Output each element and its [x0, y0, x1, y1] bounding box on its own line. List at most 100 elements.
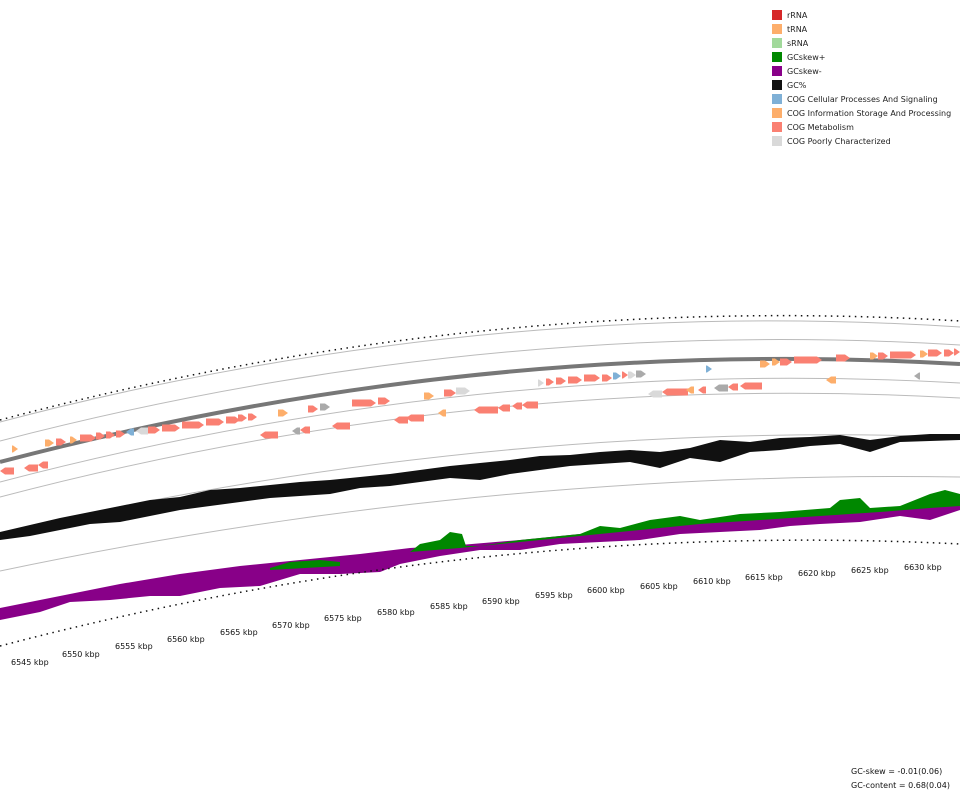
gene-feature: [308, 405, 318, 413]
scale-label: 6580 kbp: [377, 608, 415, 617]
gene-feature: [836, 354, 850, 362]
gene-feature: [116, 430, 125, 438]
gene-feature: [686, 386, 694, 394]
gene-feature: [332, 422, 350, 430]
gc-skew-positive: [410, 490, 960, 552]
scale-label: 6620 kbp: [798, 569, 836, 578]
legend-swatch: [772, 38, 782, 48]
gene-feature: [794, 356, 822, 364]
legend-item: tRNA: [772, 22, 951, 36]
legend-label: GC%: [787, 80, 807, 90]
gene-feature: [0, 467, 14, 475]
gene-feature: [474, 406, 498, 414]
legend-item: COG Poorly Characterized: [772, 134, 951, 148]
legend-swatch: [772, 94, 782, 104]
gene-feature: [260, 431, 278, 439]
scale-label: 6615 kbp: [745, 573, 783, 582]
gene-feature: [378, 397, 390, 405]
gene-feature: [456, 387, 470, 395]
gc-skew-stat: GC-skew = -0.01(0.06): [851, 767, 943, 776]
legend-swatch: [772, 24, 782, 34]
gene-feature: [24, 464, 38, 472]
gc-skew-negative: [0, 504, 960, 620]
gene-feature: [406, 414, 424, 422]
gene-feature: [45, 439, 54, 447]
gene-feature: [438, 409, 446, 417]
legend-swatch: [772, 66, 782, 76]
legend-item: sRNA: [772, 36, 951, 50]
legend-swatch: [772, 136, 782, 146]
gene-feature: [80, 434, 96, 442]
legend-item: rRNA: [772, 8, 951, 22]
gene-feature: [662, 388, 688, 396]
ring-line-outer: [0, 320, 960, 423]
gene-feature: [182, 421, 204, 429]
gene-feature: [424, 392, 434, 400]
legend-swatch: [772, 108, 782, 118]
scale-label: 6605 kbp: [640, 582, 678, 591]
cog-feature-track: [0, 348, 960, 475]
gene-feature: [56, 438, 66, 446]
gene-feature: [584, 374, 600, 382]
gene-feature: [628, 371, 636, 379]
gc-content-stat: GC-content = 0.68(0.04): [851, 781, 950, 790]
gene-feature: [226, 416, 240, 424]
scale-label: 6590 kbp: [482, 597, 520, 606]
gene-feature: [96, 432, 105, 440]
legend-item: COG Cellular Processes And Signaling: [772, 92, 951, 106]
legend-item: GCskew-: [772, 64, 951, 78]
gene-feature: [292, 427, 300, 435]
ring-line-skew-top: [0, 476, 960, 572]
scale-label: 6585 kbp: [430, 602, 468, 611]
gene-feature: [556, 377, 566, 385]
gc-content-profile: [0, 434, 960, 540]
gene-feature: [136, 427, 148, 435]
legend-label: COG Metabolism: [787, 122, 854, 132]
gene-feature: [780, 358, 792, 366]
gene-feature: [602, 374, 612, 382]
legend-item: GCskew+: [772, 50, 951, 64]
gene-feature: [944, 349, 954, 357]
ring-line-reverse: [0, 377, 960, 483]
scale-label: 6550 kbp: [62, 650, 100, 659]
gene-feature: [826, 376, 836, 384]
legend: rRNA tRNA sRNA GCskew+ GCskew- GC% COG Cellula…: [772, 8, 951, 148]
gene-feature: [248, 413, 257, 421]
gene-feature: [698, 386, 706, 394]
scale-label: 6545 kbp: [11, 658, 49, 667]
gene-feature: [636, 370, 646, 378]
scale-label: 6575 kbp: [324, 614, 362, 623]
legend-label: sRNA: [787, 38, 809, 48]
gene-feature: [238, 414, 247, 422]
legend-label: tRNA: [787, 24, 808, 34]
legend-label: COG Information Storage And Processing: [787, 108, 952, 118]
gene-feature: [914, 372, 920, 380]
gene-feature: [546, 378, 554, 386]
legend-item: COG Metabolism: [772, 120, 951, 134]
gene-feature: [352, 399, 376, 407]
gene-feature: [522, 401, 538, 409]
scale-label: 6600 kbp: [587, 586, 625, 595]
gene-feature: [70, 436, 77, 444]
gene-feature: [126, 428, 134, 436]
gene-feature: [320, 403, 330, 411]
gene-feature: [498, 404, 510, 412]
scale-label: 6630 kbp: [904, 563, 942, 572]
legend-swatch: [772, 52, 782, 62]
gc-skew-positive-left: [270, 560, 340, 570]
gene-feature: [38, 461, 48, 469]
ring-line-forward: [0, 339, 960, 442]
legend-label: rRNA: [787, 10, 808, 20]
scale-label: 6625 kbp: [851, 566, 889, 575]
statistics-box: GC-skew = -0.01(0.06) GC-content = 0.68(…: [851, 765, 950, 793]
gene-feature: [162, 424, 180, 432]
gene-feature: [106, 431, 115, 439]
scale-label: 6570 kbp: [272, 621, 310, 630]
gene-feature: [706, 365, 712, 373]
gene-feature: [648, 390, 662, 398]
scale-label: 6560 kbp: [167, 635, 205, 644]
scale-labels: 6545 kbp 6550 kbp 6555 kbp 6560 kbp 6565 kbp…: [11, 563, 942, 667]
legend-swatch: [772, 10, 782, 20]
gene-feature: [278, 409, 288, 417]
